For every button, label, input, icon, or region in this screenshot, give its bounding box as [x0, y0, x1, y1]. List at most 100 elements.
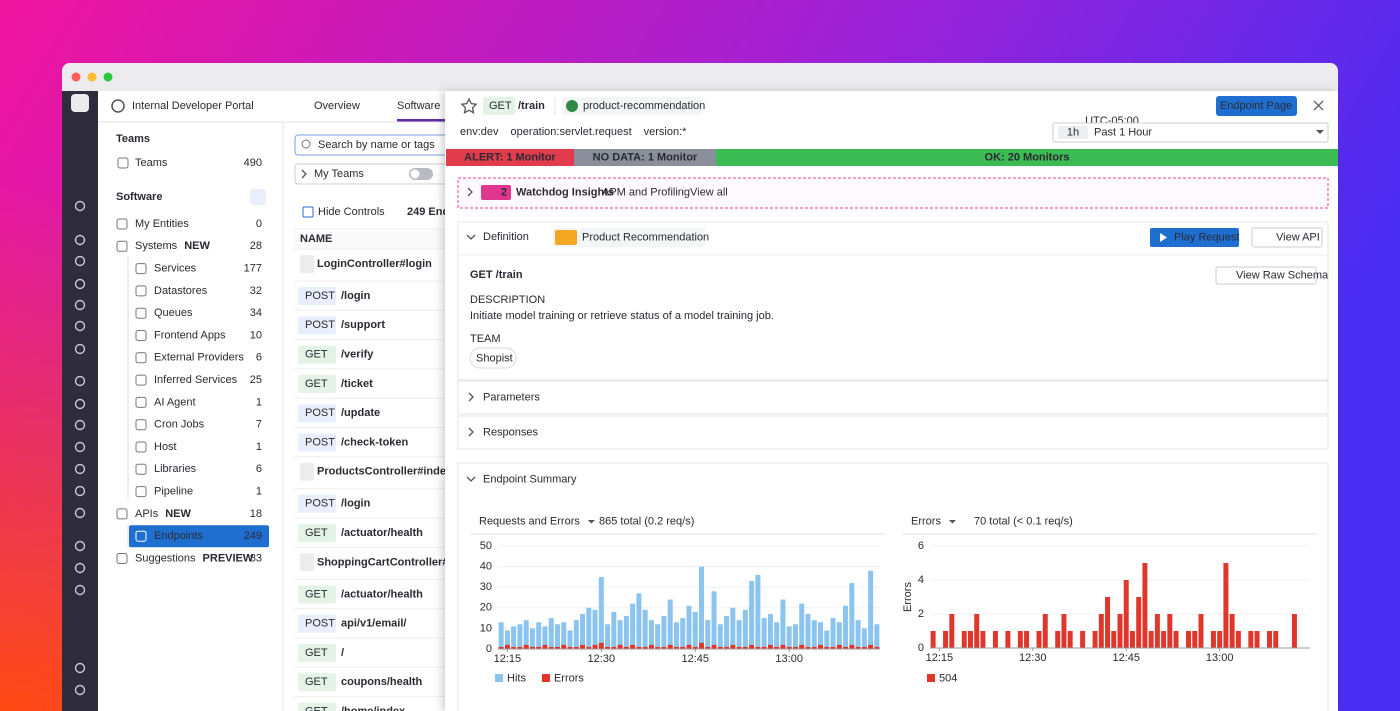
bar	[511, 646, 517, 649]
bar	[617, 620, 623, 649]
link[interactable]: View all	[690, 186, 728, 198]
endpoint-name[interactable]: /login	[341, 290, 371, 302]
nav-item[interactable]: Inferred Services	[154, 374, 238, 386]
rail-icon[interactable]	[74, 255, 86, 267]
nav-item[interactable]: Queues	[154, 307, 193, 319]
window-button[interactable]	[103, 72, 113, 82]
rail-icon[interactable]	[74, 463, 86, 475]
rail-icon[interactable]	[74, 441, 86, 453]
time-picker[interactable]	[1052, 122, 1329, 143]
section[interactable]	[457, 415, 1329, 450]
rail-icon[interactable]	[74, 375, 86, 387]
nav-item[interactable]: Host	[154, 441, 177, 453]
rail-icon[interactable]	[74, 485, 86, 497]
legend-label[interactable]: 504	[939, 672, 957, 684]
nav-item[interactable]: Systems	[135, 240, 178, 252]
nav-item[interactable]: External Providers	[154, 352, 244, 364]
rail-icon[interactable]	[74, 200, 86, 212]
monitor-status[interactable]	[716, 149, 1338, 166]
play-button[interactable]	[1150, 228, 1239, 247]
bar	[686, 605, 692, 649]
chevron	[468, 392, 474, 402]
rail-icon[interactable]	[74, 299, 86, 311]
chevron	[468, 427, 474, 437]
rail-icon[interactable]	[74, 343, 86, 355]
rail-icon[interactable]	[74, 419, 86, 431]
nav-item[interactable]: Pipeline	[154, 486, 193, 498]
endpoint-name[interactable]: /login	[341, 498, 371, 510]
legend-label[interactable]: Hits	[507, 672, 526, 684]
api-icon	[555, 230, 577, 245]
window-button[interactable]	[71, 72, 81, 82]
play-icon	[1160, 233, 1167, 242]
tab[interactable]: Software	[397, 100, 440, 112]
rail-icon[interactable]	[74, 662, 86, 674]
bar	[1017, 631, 1023, 648]
bar	[623, 646, 629, 649]
monitor-status[interactable]	[574, 149, 716, 166]
endpoint-name[interactable]: /support	[341, 319, 385, 331]
method: GET	[305, 588, 328, 600]
nav-item[interactable]: My Entities	[135, 218, 189, 230]
section-title[interactable]: Definition	[483, 231, 529, 243]
tab[interactable]: Overview	[314, 100, 360, 112]
nav-item[interactable]: Teams	[135, 157, 168, 169]
bar	[648, 644, 654, 649]
rail-icon[interactable]	[74, 320, 86, 332]
nav-item[interactable]: AI Agent	[154, 396, 196, 408]
nav-item[interactable]: Cron Jobs	[154, 419, 205, 431]
rail-icon[interactable]	[74, 562, 86, 574]
endpoint-name[interactable]: /check-token	[341, 436, 409, 448]
chevron	[467, 187, 473, 197]
section[interactable]	[457, 380, 1329, 415]
rail-icon[interactable]	[74, 278, 86, 290]
endpoint-name[interactable]: /actuator/health	[341, 527, 423, 539]
rail-icon[interactable]	[74, 584, 86, 596]
endpoint-name[interactable]: LoginController#login	[317, 258, 432, 270]
endpoint-name[interactable]: ProductsController#index	[317, 466, 453, 478]
chart-title[interactable]: Requests and Errors	[479, 515, 580, 527]
endpoint-name[interactable]: /update	[341, 407, 380, 419]
legend-label[interactable]: Errors	[554, 672, 584, 684]
endpoint-name[interactable]: coupons/health	[341, 676, 423, 688]
endpoint-name[interactable]: /	[341, 647, 344, 659]
bar	[661, 616, 667, 649]
rail-icon[interactable]	[74, 507, 86, 519]
endpoint-name[interactable]: /actuator/health	[341, 588, 423, 600]
rail-icon[interactable]	[74, 540, 86, 552]
nav-item[interactable]: Endpoints	[154, 530, 203, 542]
view-api-button[interactable]	[1251, 227, 1323, 248]
bar	[786, 626, 792, 649]
nav-item[interactable]: APIs	[135, 508, 159, 520]
y-tick-label: 4	[918, 574, 924, 586]
bar	[1061, 614, 1067, 648]
monitor-status[interactable]	[446, 149, 574, 166]
chart-title[interactable]: Errors	[911, 515, 941, 527]
rail-icon[interactable]	[74, 398, 86, 410]
endpoint-name[interactable]: /verify	[341, 349, 374, 361]
window-button[interactable]	[87, 72, 97, 82]
rail-icon[interactable]	[74, 684, 86, 696]
endpoint-name[interactable]: /home/index	[341, 706, 406, 711]
bar	[874, 646, 880, 649]
endpoint-name[interactable]: api/v1/email/	[341, 618, 406, 630]
nav-item[interactable]: Services	[154, 263, 197, 275]
endpoint-name[interactable]: /ticket	[341, 378, 373, 390]
schema-button[interactable]	[1215, 266, 1317, 285]
bar	[830, 646, 836, 649]
endpoint-name[interactable]: ShoppingCartController#ca	[317, 556, 462, 568]
star	[460, 97, 478, 114]
service-chip[interactable]	[562, 97, 701, 115]
x-tick-label: 12:30	[1019, 652, 1047, 664]
nav-item[interactable]: Datastores	[154, 285, 208, 297]
nav-item[interactable]: Frontend Apps	[154, 329, 226, 341]
link[interactable]: Hide Controls	[318, 206, 385, 218]
nav-item[interactable]: Libraries	[154, 463, 197, 475]
nav-item[interactable]: Suggestions	[135, 552, 196, 564]
rail-icon[interactable]	[74, 234, 86, 246]
description: Initiate model training or retrieve stat…	[470, 310, 774, 322]
endpoint-button[interactable]	[1216, 96, 1297, 116]
bar	[592, 609, 598, 649]
bar	[673, 646, 679, 649]
bar	[692, 646, 698, 649]
